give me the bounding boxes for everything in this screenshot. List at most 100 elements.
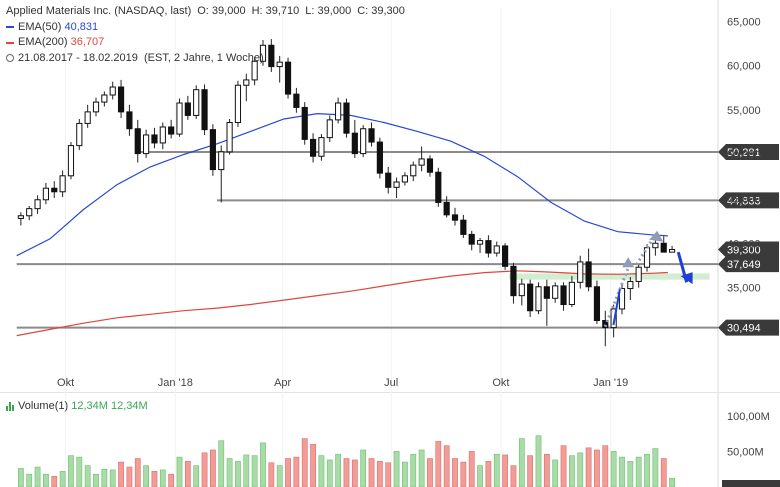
volume-last-tag [722,480,780,487]
volume-bar-65 [560,445,567,487]
volume-bar-39 [343,458,350,487]
ema200-label: EMA(200) [18,36,68,48]
last-price-label: 39,300 [727,244,761,256]
candle-59 [510,262,517,304]
ema200-line [16,270,668,337]
legend-ema200-row[interactable]: EMA(200) 36,707 [6,35,405,51]
candle-66 [568,276,575,308]
candle-body-63 [543,286,550,299]
candle-9 [92,97,100,117]
volume-bar-63 [543,453,550,487]
candle-73 [627,277,634,301]
candle-body-10 [101,94,108,103]
volume-bar-69 [594,449,600,487]
candle-body-22 [201,89,208,131]
low-value: 39,000 [317,5,352,17]
legend-ema50-row[interactable]: EMA(50) 40,831 [6,20,405,36]
candle-5 [59,170,66,198]
candle-51 [443,196,450,218]
volume-bar-41 [360,449,367,487]
volume-bar-57 [493,453,500,487]
candle-1 [26,205,33,221]
volume-bar-4 [51,476,58,487]
blue-down-arrow-head [680,272,693,285]
candle-78 [668,245,676,253]
horizontal-levels: 50,281 44,833 37,649 30,494 39,300 [16,143,779,336]
candle-body-8 [84,111,91,124]
volume-bar-43 [376,461,383,487]
candle-32 [284,57,292,99]
candle-64 [552,282,559,303]
volume-legend[interactable]: Volume(1) 12,34M 12,34M [6,400,148,412]
candle-body-61 [527,283,534,312]
candle-body-31 [276,61,283,68]
volume-bar-20 [184,461,191,487]
volume-bar-23 [210,449,216,487]
volume-bar-25 [226,458,233,487]
candle-56 [485,235,492,258]
candle-body-34 [301,106,308,140]
y-tick-label-3: 50,000 [727,149,761,161]
volume-bar-33 [293,456,300,487]
close-value: 39,300 [371,5,405,17]
level-tag-0 [718,143,779,160]
candle-30 [268,39,275,72]
candle-54 [468,230,475,251]
candle-body-24 [218,151,225,171]
candle-body-49 [426,158,434,173]
candle-41 [360,125,367,158]
ema200-path [16,270,668,337]
candle-body-56 [485,240,492,254]
candle-body-75 [643,247,651,268]
volume-bar-27 [243,454,250,487]
candle-44 [385,166,392,194]
volume-bar-2 [34,466,41,487]
candle-12 [117,79,125,119]
volume-bar-77 [660,458,667,487]
candle-body-72 [618,288,626,310]
volume-bar-47 [410,453,417,487]
candle-46 [401,172,409,186]
candle-body-36 [318,137,325,157]
candle-25 [226,118,233,155]
candle-body-4 [51,187,58,193]
candle-13 [126,104,133,136]
candle-37 [326,115,333,143]
candle-23 [209,124,216,176]
candle-body-43 [376,141,383,174]
annotations [603,230,693,328]
x-tick-label-0: Okt [57,377,74,389]
y-tick-label-1: 60,000 [727,61,761,73]
candle-62 [535,282,542,315]
volume-bar-53 [460,461,467,487]
candle-45 [393,177,400,198]
volume-bar-6 [68,455,74,487]
x-tick-label-3: Jul [384,377,398,389]
trend-arrow-head-2 [649,230,664,242]
volume-bar-3 [43,473,49,487]
legend-range-row[interactable]: 21.08.2017 - 18.02.2019 (EST, 2 Jahre, 1… [6,51,405,67]
candle-body-21 [193,89,200,116]
volume-bar-59 [510,465,517,487]
candle-70 [602,310,609,347]
candle-body-65 [560,285,567,306]
candle-21 [193,85,200,119]
candle-31 [276,55,283,83]
support-zone [509,273,710,280]
volume-bar-44 [385,462,392,487]
candle-body-55 [476,240,484,245]
candle-body-40 [351,132,358,155]
volume-bar-8 [84,465,91,487]
candle-67 [577,255,584,289]
ema50-line [16,112,668,257]
volume-bar-36 [318,455,325,487]
candle-body-1 [26,208,33,217]
candle-body-67 [577,261,584,283]
volume-bar-14 [134,458,141,487]
candle-11 [109,81,116,100]
candle-27 [243,73,250,102]
level-label-1: 44,833 [727,195,761,207]
candle-76 [652,239,659,256]
volume-bar-48 [418,449,425,487]
